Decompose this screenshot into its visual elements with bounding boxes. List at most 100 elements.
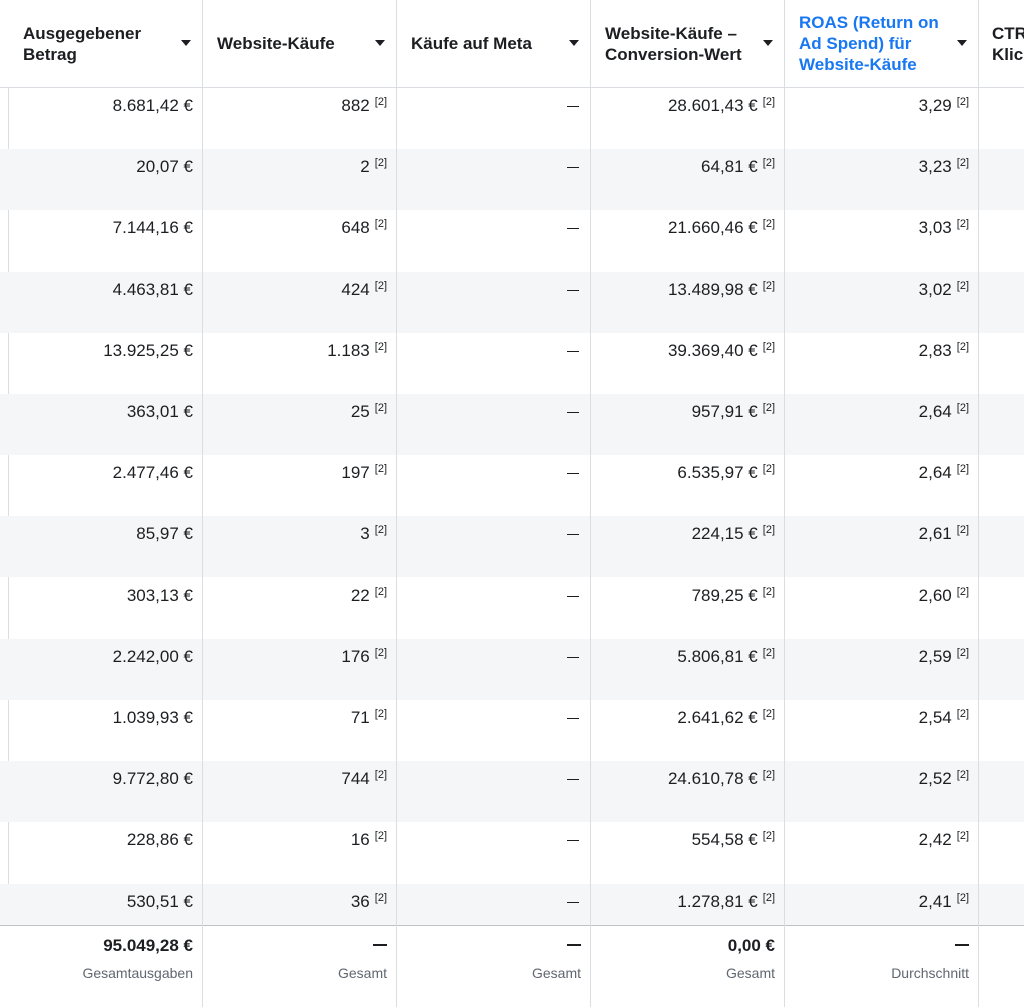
- cell-conversion-value: 554,58 € [2]: [591, 822, 785, 883]
- attribution-reference-marker[interactable]: [2]: [956, 96, 969, 108]
- table-row[interactable]: 4.463,81 € 424 [2] 13.489,98 € [2] 3,02 [2]: [0, 271, 1024, 333]
- cell-value-text: 24.610,78 €: [667, 769, 758, 789]
- total-purchases-label: Gesamt: [337, 965, 387, 981]
- column-header-ctr[interactable]: CTR Klic: [979, 0, 1024, 87]
- table-row[interactable]: 1.039,93 € 71 [2] 2.641,62 € [2] 2,54 [2]: [0, 700, 1024, 761]
- attribution-reference-marker[interactable]: [2]: [956, 524, 969, 537]
- cell-value-text: 2,52: [918, 769, 952, 789]
- attribution-reference-marker[interactable]: [2]: [956, 769, 969, 782]
- attribution-reference-marker[interactable]: [2]: [374, 830, 387, 843]
- table-row[interactable]: 363,01 € 25 [2] 957,91 € [2] 2,64 [2]: [0, 394, 1024, 455]
- sort-caret-icon[interactable]: [957, 40, 967, 46]
- attribution-reference-marker[interactable]: [2]: [956, 340, 969, 353]
- attribution-reference-marker[interactable]: [2]: [956, 891, 969, 904]
- table-row[interactable]: 9.772,80 € 744 [2] 24.610,78 € [2] 2,52 [2]: [0, 761, 1024, 823]
- cell-value: 3,23 [2]: [919, 157, 969, 177]
- column-header-purchases[interactable]: Website-Käufe: [203, 0, 397, 87]
- empty-value-dash: [373, 944, 387, 946]
- attribution-reference-marker[interactable]: [2]: [956, 157, 969, 170]
- cell-value: 882 [2]: [341, 96, 387, 116]
- cell-value: 36 [2]: [351, 892, 387, 912]
- table-row[interactable]: 2.242,00 € 176 [2] 5.806,81 € [2] 2,59 [2]: [0, 638, 1024, 700]
- attribution-reference-marker[interactable]: [2]: [762, 524, 775, 537]
- table-row[interactable]: 20,07 € 2 [2] 64,81 € [2] 3,23 [2]: [0, 149, 1024, 211]
- attribution-reference-marker[interactable]: [2]: [956, 585, 969, 598]
- attribution-reference-marker[interactable]: [2]: [762, 96, 775, 108]
- attribution-reference-marker[interactable]: [2]: [762, 830, 775, 843]
- sort-caret-icon[interactable]: [763, 40, 773, 46]
- cell-meta-purchases: [397, 761, 591, 822]
- cell-ctr: [979, 455, 1024, 516]
- attribution-reference-marker[interactable]: [2]: [374, 279, 387, 292]
- cell-roas: 2,64 [2]: [785, 455, 979, 516]
- attribution-reference-marker[interactable]: [2]: [374, 157, 387, 170]
- sort-caret-icon[interactable]: [181, 40, 191, 46]
- cell-value-text: 2,64: [918, 402, 952, 421]
- table-row[interactable]: 228,86 € 16 [2] 554,58 € [2] 2,42 [2]: [0, 822, 1024, 883]
- cell-value: 648 [2]: [341, 218, 387, 238]
- cell-value-text: 16: [350, 830, 370, 850]
- empty-value-dash: [567, 656, 579, 658]
- table-row[interactable]: 13.925,25 € 1.183 [2] 39.369,40 € [2] 2,83 [2]: [0, 333, 1024, 394]
- cell-value-text: 2,59: [918, 646, 952, 666]
- attribution-reference-marker[interactable]: [2]: [956, 402, 969, 414]
- attribution-reference-marker[interactable]: [2]: [762, 646, 775, 659]
- cell-value: 1.039,93 €: [113, 708, 193, 728]
- sort-caret-icon[interactable]: [569, 40, 579, 46]
- cell-value: 2,59 [2]: [919, 647, 969, 667]
- cell-value-text: 21.660,46 €: [667, 218, 758, 238]
- cell-value: 2.242,00 €: [113, 647, 193, 667]
- cell-value-text: 7.144,16 €: [112, 218, 193, 238]
- table-row[interactable]: 303,13 € 22 [2] 789,25 € [2] 2,60 [2]: [0, 578, 1024, 639]
- sort-caret-icon[interactable]: [375, 40, 385, 46]
- attribution-reference-marker[interactable]: [2]: [374, 646, 387, 659]
- table-row[interactable]: 2.477,46 € 197 [2] 6.535,97 € [2] 2,64 [2]: [0, 455, 1024, 516]
- cell-value: 3,02 [2]: [919, 280, 969, 300]
- attribution-reference-marker[interactable]: [2]: [956, 218, 969, 231]
- table-row[interactable]: 7.144,16 € 648 [2] 21.660,46 € [2] 3,03 [2]: [0, 210, 1024, 271]
- column-header-conversion-value[interactable]: Website-Käufe – Conversion-Wert: [591, 0, 785, 87]
- cell-ctr: [979, 149, 1024, 210]
- cell-value-text: 64,81 €: [701, 157, 758, 177]
- table-row[interactable]: 8.681,42 € 882 [2] 28.601,43 € [2] 3,29 [2]: [0, 88, 1024, 149]
- attribution-reference-marker[interactable]: [2]: [374, 96, 387, 108]
- attribution-reference-marker[interactable]: [2]: [762, 891, 775, 904]
- attribution-reference-marker[interactable]: [2]: [762, 708, 775, 720]
- attribution-reference-marker[interactable]: [2]: [762, 769, 775, 782]
- cell-value: 1.183 [2]: [327, 341, 387, 361]
- attribution-reference-marker[interactable]: [2]: [762, 157, 775, 170]
- cell-meta-purchases: [397, 88, 591, 149]
- attribution-reference-marker[interactable]: [2]: [762, 585, 775, 598]
- attribution-reference-marker[interactable]: [2]: [374, 218, 387, 231]
- total-meta-purchases-label: Gesamt: [531, 965, 581, 981]
- attribution-reference-marker[interactable]: [2]: [374, 769, 387, 782]
- column-header-meta-purchases[interactable]: Käufe auf Meta: [397, 0, 591, 87]
- attribution-reference-marker[interactable]: [2]: [374, 340, 387, 353]
- cell-value: 2,64 [2]: [919, 402, 969, 422]
- cell-value-text: 197: [341, 463, 370, 483]
- attribution-reference-marker[interactable]: [2]: [374, 708, 387, 720]
- attribution-reference-marker[interactable]: [2]: [956, 708, 969, 720]
- cell-value: 7.144,16 €: [113, 218, 193, 238]
- attribution-reference-marker[interactable]: [2]: [956, 463, 969, 476]
- attribution-reference-marker[interactable]: [2]: [956, 646, 969, 659]
- cell-conversion-value: 64,81 € [2]: [591, 149, 785, 210]
- column-header-spend[interactable]: Ausgegebener Betrag: [9, 0, 203, 87]
- table-row[interactable]: 85,97 € 3 [2] 224,15 € [2] 2,61 [2]: [0, 516, 1024, 578]
- empty-value-dash: [567, 289, 579, 291]
- attribution-reference-marker[interactable]: [2]: [374, 891, 387, 904]
- attribution-reference-marker[interactable]: [2]: [956, 830, 969, 843]
- attribution-reference-marker[interactable]: [2]: [374, 524, 387, 537]
- attribution-reference-marker[interactable]: [2]: [374, 585, 387, 598]
- cell-value: 3 [2]: [360, 524, 387, 544]
- attribution-reference-marker[interactable]: [2]: [762, 402, 775, 414]
- column-header-roas[interactable]: ROAS (Return on Ad Spend) für Website-Kä…: [785, 0, 979, 87]
- attribution-reference-marker[interactable]: [2]: [762, 279, 775, 292]
- attribution-reference-marker[interactable]: [2]: [762, 218, 775, 231]
- attribution-reference-marker[interactable]: [2]: [956, 279, 969, 292]
- attribution-reference-marker[interactable]: [2]: [374, 463, 387, 476]
- attribution-reference-marker[interactable]: [2]: [762, 463, 775, 476]
- attribution-reference-marker[interactable]: [2]: [762, 340, 775, 353]
- cell-meta-purchases: [397, 210, 591, 271]
- attribution-reference-marker[interactable]: [2]: [374, 402, 387, 414]
